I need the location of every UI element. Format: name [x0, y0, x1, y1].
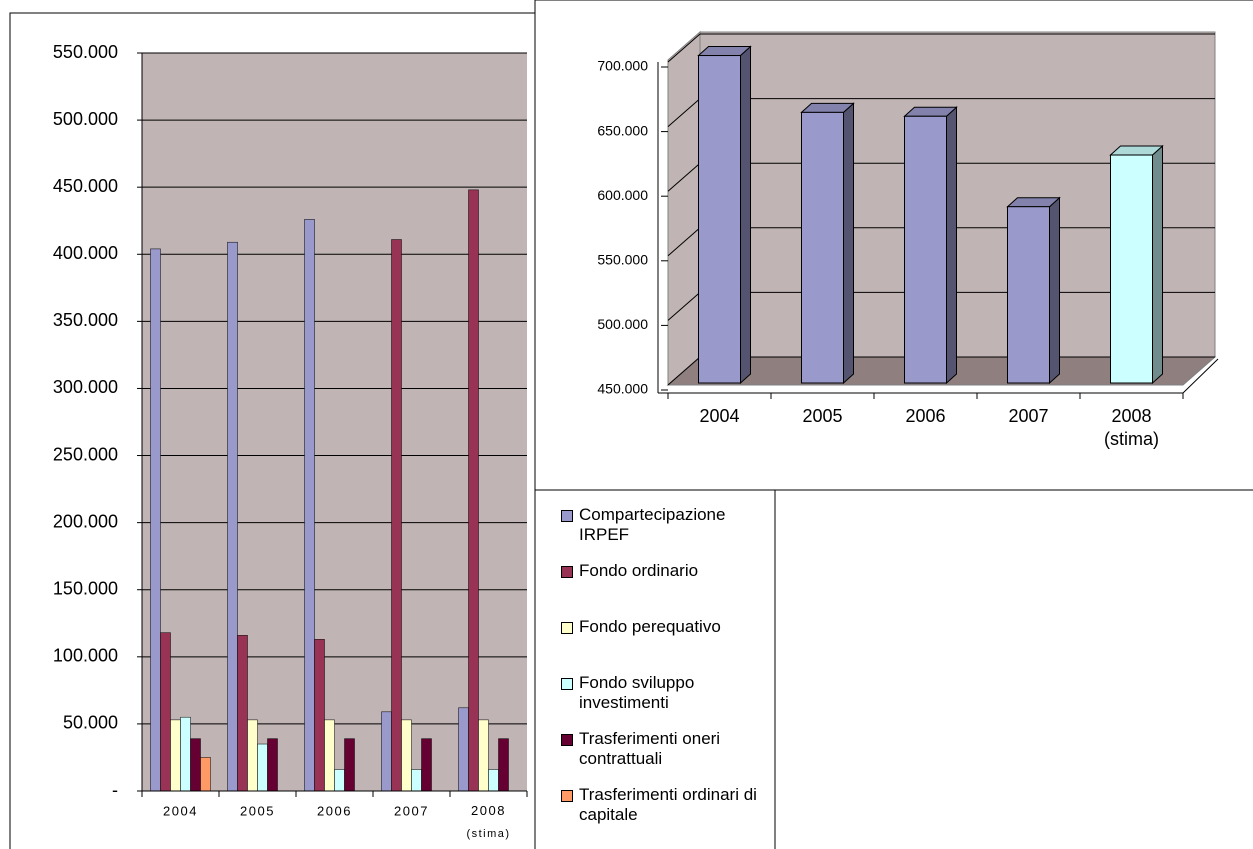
- bar: [421, 738, 432, 792]
- x-tick-label: 2007: [1008, 406, 1048, 426]
- legend-swatch: [561, 790, 573, 802]
- legend-item: Fondo perequativo: [557, 617, 772, 673]
- y-tick-label: 400.000: [53, 243, 118, 263]
- bar: [334, 769, 345, 792]
- legend-item: Fondo ordinario: [557, 561, 772, 617]
- grid-line: [667, 33, 701, 63]
- bar: [904, 115, 947, 384]
- legend-swatch: [561, 566, 573, 578]
- bar: [801, 111, 844, 384]
- bar-top: [697, 46, 752, 57]
- legend-label: Trasferimenti oneri contrattuali: [579, 729, 721, 768]
- bar: [237, 635, 248, 792]
- bar: [498, 738, 509, 792]
- bar: [381, 711, 392, 792]
- x-tick-label: 2005: [240, 803, 275, 818]
- legend-item: Trasferimenti ordinari di capitale: [557, 785, 772, 841]
- legend-item: Compartecipazione IRPEF: [557, 505, 772, 561]
- legend-label: Fondo sviluppo investimenti: [579, 673, 695, 712]
- bar-side: [1049, 196, 1060, 385]
- bar-side: [740, 45, 751, 385]
- y-tick-label: 500.000: [53, 109, 118, 129]
- bar: [468, 189, 479, 792]
- legend-swatch: [561, 622, 573, 634]
- plot-area: [142, 53, 527, 791]
- legend-item: Fondo sviluppo investimenti: [557, 673, 772, 729]
- y-tick-label: 150.000: [53, 578, 118, 598]
- bar: [304, 219, 315, 792]
- y-tick-label: 200.000: [53, 511, 118, 531]
- y-tick-label: -: [112, 780, 118, 800]
- x-tick-label: 2008 (stima): [1104, 406, 1159, 449]
- bar: [1007, 206, 1050, 384]
- bar-side: [946, 106, 957, 385]
- y-tick-label: 450.000: [597, 381, 648, 397]
- bar: [247, 719, 258, 792]
- bar: [401, 719, 412, 792]
- y-tick-label: 250.000: [53, 444, 118, 464]
- grid-line: [667, 227, 701, 257]
- legend: Compartecipazione IRPEF Fondo ordinario Fo…: [557, 505, 772, 841]
- bar: [190, 738, 201, 792]
- bar-side: [1152, 144, 1163, 385]
- y-tick-label: 300.000: [53, 377, 118, 397]
- bar: [257, 743, 268, 792]
- legend-label: Fondo ordinario: [579, 561, 699, 580]
- y-tick-label: 100.000: [53, 646, 118, 666]
- y-tick-label: 550.000: [597, 252, 648, 268]
- y-tick-label: 50.000: [63, 713, 118, 733]
- x-tick-label: 2008 (stima): [466, 803, 510, 839]
- bar: [180, 716, 191, 792]
- bar-top: [800, 102, 855, 113]
- legend-label: Trasferimenti ordinari di capitale: [579, 785, 757, 824]
- floor-edge: [1182, 358, 1219, 394]
- bar: [478, 719, 489, 792]
- legend-item: Trasferimenti oneri contrattuali: [557, 729, 772, 785]
- bar: [200, 757, 211, 792]
- legend-swatch: [561, 510, 573, 522]
- bar-top: [1109, 145, 1164, 156]
- bar: [1110, 154, 1153, 384]
- bar: [344, 738, 355, 792]
- y-tick-label: 600.000: [597, 187, 648, 203]
- x-tick-label: 2004: [163, 803, 198, 818]
- grid-line: [667, 292, 701, 321]
- grid-line: [667, 98, 701, 127]
- x-tick-label: 2006: [317, 803, 352, 818]
- bar: [150, 248, 161, 792]
- bar: [314, 639, 325, 792]
- bar: [160, 632, 171, 792]
- bar-top: [1006, 197, 1061, 208]
- bar: [170, 719, 181, 792]
- legend-label: Compartecipazione IRPEF: [579, 505, 726, 544]
- bar: [458, 707, 469, 792]
- y-tick-label: 450.000: [53, 176, 118, 196]
- x-tick-label: 2004: [699, 406, 739, 426]
- bar: [411, 769, 422, 792]
- bar: [391, 239, 402, 792]
- x-tick-label: 2006: [905, 406, 945, 426]
- bar: [488, 769, 499, 792]
- bar: [227, 241, 238, 792]
- legend-swatch: [561, 678, 573, 690]
- bar-side: [843, 102, 854, 385]
- y-tick-label: 500.000: [597, 316, 648, 332]
- bar: [698, 55, 741, 384]
- legend-swatch: [561, 734, 573, 746]
- y-tick-label: 700.000: [597, 58, 648, 74]
- x-tick-label: 2005: [802, 406, 842, 426]
- x-tick-label: 2007: [394, 803, 429, 818]
- legend-label: Fondo perequativo: [579, 617, 721, 636]
- bar-top: [903, 106, 958, 117]
- bar: [324, 719, 335, 792]
- side-wall: [667, 30, 701, 387]
- y-tick-label: 650.000: [597, 122, 648, 138]
- bar: [267, 738, 278, 792]
- y-tick-label: 550.000: [53, 42, 118, 62]
- y-tick-label: 350.000: [53, 310, 118, 330]
- grid-line: [667, 162, 701, 192]
- grid-line: [667, 356, 701, 386]
